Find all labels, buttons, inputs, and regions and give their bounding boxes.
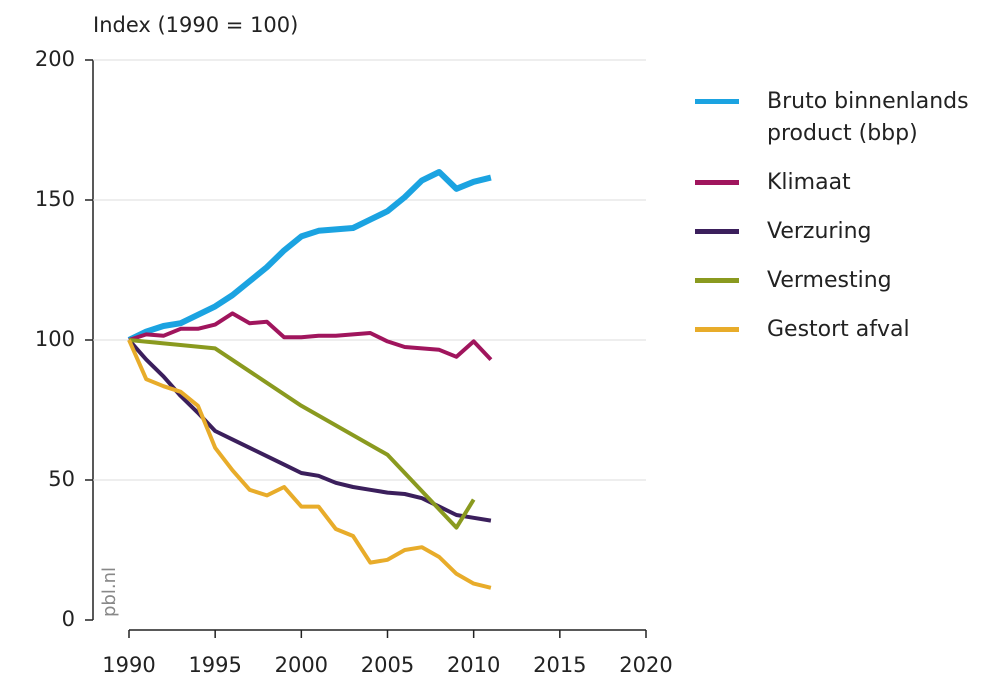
legend-label: Verzuring: [767, 219, 872, 244]
legend-swatch: [695, 180, 739, 185]
x-tick-label: 2020: [619, 653, 672, 677]
legend-swatch: [695, 99, 739, 104]
legend-label: Bruto binnenlands product (bbp): [767, 89, 969, 146]
x-tick-label: 2005: [361, 653, 414, 677]
x-tick-label: 1995: [188, 653, 241, 677]
y-tick-label: 100: [35, 327, 75, 351]
y-tick-label: 200: [35, 47, 75, 71]
legend-label: Klimaat: [767, 170, 851, 195]
line-series: [128, 338, 476, 530]
legend-swatch: [695, 327, 739, 332]
legend: Bruto binnenlands product (bbp) Klimaat Ve…: [695, 86, 995, 363]
line-series: [127, 338, 492, 523]
watermark: pbl.nl: [99, 567, 120, 617]
legend-swatch: [695, 278, 739, 283]
y-tick-label: 0: [62, 607, 75, 631]
line-series: [128, 311, 493, 361]
x-tick-label: 2000: [275, 653, 328, 677]
legend-item: Klimaat: [695, 167, 995, 199]
y-tick-label: 150: [35, 187, 75, 211]
line-series: [127, 169, 492, 343]
legend-item: Bruto binnenlands product (bbp): [695, 86, 995, 150]
legend-swatch: [695, 229, 739, 234]
y-tick-label: 50: [48, 467, 75, 491]
x-tick-label: 2015: [533, 653, 586, 677]
legend-item: Verzuring: [695, 216, 995, 248]
legend-item: Vermesting: [695, 265, 995, 297]
y-axis-label: Index (1990 = 100): [93, 13, 298, 37]
x-tick-label: 2010: [447, 653, 500, 677]
legend-label: Vermesting: [767, 268, 892, 293]
legend-label: Gestort afval: [767, 317, 910, 342]
line-series: [127, 339, 492, 590]
legend-item: Gestort afval: [695, 314, 995, 346]
x-tick-label: 1990: [102, 653, 155, 677]
